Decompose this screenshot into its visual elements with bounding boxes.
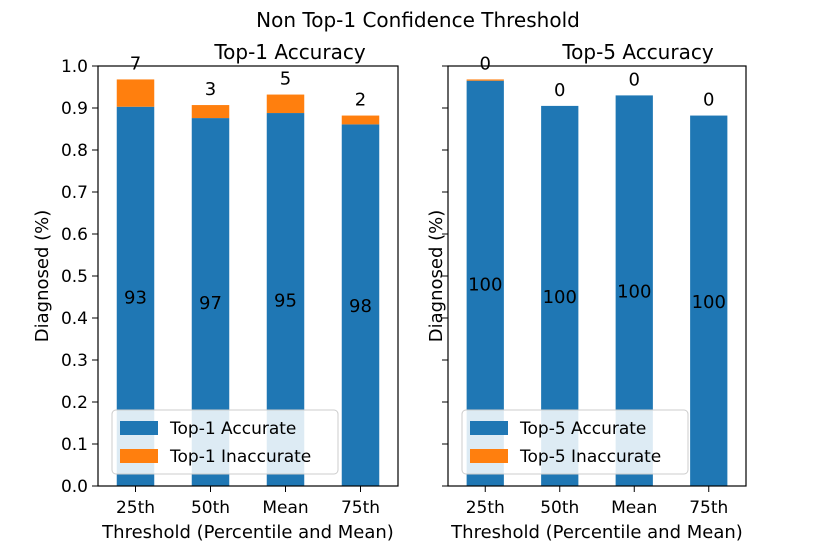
x-tick-label: 50th (191, 498, 230, 518)
x-axis-label: Threshold (Percentile and Mean) (450, 522, 743, 543)
data-label: 0 (554, 80, 565, 101)
x-tick-label: 25th (466, 498, 505, 518)
data-label: 5 (280, 69, 291, 90)
data-label: 7 (130, 53, 141, 74)
legend-swatch (120, 449, 158, 463)
legend-label: Top-5 Inaccurate (519, 447, 661, 467)
legend-label: Top-1 Inaccurate (169, 447, 311, 467)
x-tick-label: 25th (116, 498, 155, 518)
bar-top-5-inaccurate-25th (466, 79, 504, 81)
y-axis-label: Diagnosed (%) (426, 210, 447, 343)
legend-swatch (470, 449, 508, 463)
bar-top-1-inaccurate-mean (266, 94, 305, 114)
bar-top-5-accurate-75th (690, 115, 728, 486)
data-label: 3 (205, 79, 216, 100)
panel-title: Top-5 Accuracy (561, 40, 714, 64)
x-tick-label: 50th (540, 498, 579, 518)
legend-box (111, 409, 339, 475)
x-axis-label: Threshold (Percentile and Mean) (101, 522, 394, 543)
bar-top-1-inaccurate-25th (116, 79, 155, 107)
y-tick-label: 1.0 (61, 57, 88, 77)
y-tick-label: 0.1 (61, 435, 88, 455)
legend: Top-1 Accurate Top-1 Inaccurate (111, 409, 339, 475)
bar-top-1-inaccurate-75th (341, 115, 380, 125)
y-tick-label: 0.3 (61, 351, 88, 371)
x-tick-label: 75th (689, 498, 728, 518)
x-tick-label: 75th (341, 498, 380, 518)
panel-title: Top-1 Accuracy (213, 40, 366, 64)
legend: Top-5 Accurate Top-5 Inaccurate (461, 409, 689, 475)
legend-swatch (470, 421, 508, 435)
data-label: 0 (480, 53, 491, 74)
data-label: 100 (692, 292, 726, 313)
y-tick-label: 0.6 (61, 225, 88, 245)
data-label: 100 (543, 287, 577, 308)
x-tick-label: Mean (262, 498, 308, 518)
y-tick-label: 0.4 (61, 309, 88, 329)
y-axis-label: Diagnosed (%) (32, 210, 53, 343)
panel-2: 100 0 25th 100 0 50th 100 0 Mean 100 0 75th Top-5 Ac… (426, 40, 747, 543)
data-label: 0 (629, 69, 640, 90)
y-tick-label: 0.5 (61, 267, 88, 287)
legend-swatch (120, 421, 158, 435)
bar-top-1-inaccurate-50th (191, 105, 230, 119)
y-tick-label: 0.9 (61, 99, 88, 119)
data-label: 98 (349, 296, 372, 317)
plot-frame (447, 65, 747, 487)
legend-label: Top-1 Accurate (169, 419, 296, 439)
data-label: 95 (274, 291, 297, 312)
y-tick-label: 0.2 (61, 393, 88, 413)
figure-suptitle: Non Top-1 Confidence Threshold (256, 8, 580, 32)
data-label: 100 (617, 282, 651, 303)
panel-1: 93 7 25th 97 3 50th 95 5 Mean 98 2 75th 0.0 0.1 0.2 0.3… (32, 40, 399, 543)
x-tick-label: Mean (611, 498, 657, 518)
data-label: 93 (124, 287, 147, 308)
y-tick-label: 0.7 (61, 183, 88, 203)
y-tick-label: 0.0 (61, 477, 88, 497)
data-label: 100 (468, 274, 502, 295)
plot-frame (97, 65, 399, 487)
legend-box (461, 409, 689, 475)
data-label: 2 (355, 90, 366, 111)
data-label: 0 (703, 90, 714, 111)
data-label: 97 (199, 293, 222, 314)
bar-top-1-accurate-75th (341, 124, 380, 486)
y-tick-label: 0.8 (61, 141, 88, 161)
legend-label: Top-5 Accurate (519, 419, 646, 439)
